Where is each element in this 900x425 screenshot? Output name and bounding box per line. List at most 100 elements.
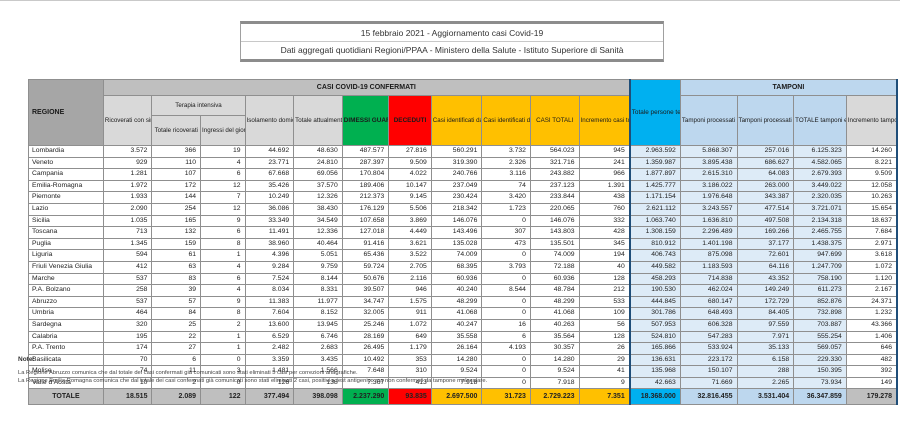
cell-casi_totali: 233.844 bbox=[529, 191, 580, 204]
cell-incremento_tamponi: 43.366 bbox=[845, 318, 898, 332]
cell-testate: 165.866 bbox=[628, 342, 681, 355]
cell-ricoverati: 320 bbox=[102, 318, 153, 332]
cell-tamponi_molecolare: 875.098 bbox=[679, 249, 738, 262]
cell-incremento_tamponi: 646 bbox=[845, 342, 898, 355]
region-name: P.A. Bolzano bbox=[28, 284, 104, 297]
cell-ti_totale: 132 bbox=[151, 226, 202, 239]
cell-ti_ingressi: 12 bbox=[200, 179, 246, 193]
cell-isolamento: 13.600 bbox=[244, 318, 295, 332]
cell-testate: 524.810 bbox=[628, 330, 681, 344]
notes-section: Note: La Regione Abruzzo comunica che da… bbox=[18, 356, 878, 385]
cell-tamponi_molecolare: 3.243.557 bbox=[679, 202, 738, 216]
cell-ti_totale: 11 bbox=[151, 365, 202, 378]
total-antigenico: 31.723 bbox=[481, 388, 531, 406]
cell-molecolare: 48.299 bbox=[430, 295, 483, 309]
cell-deceduti: 10.147 bbox=[388, 179, 432, 193]
cell-tamponi_antigenico: 64.083 bbox=[736, 168, 795, 181]
total-dimessi: 2.237.290 bbox=[341, 388, 390, 406]
total-tamponi_totale: 36.347.859 bbox=[793, 388, 847, 406]
total-ti_totale: 2.089 bbox=[151, 388, 202, 406]
cell-ti_totale: 83 bbox=[151, 272, 202, 286]
cell-casi_totali: 72.188 bbox=[529, 260, 580, 274]
cell-deceduti: 1.575 bbox=[388, 295, 432, 309]
cell-isolamento: 2.482 bbox=[244, 342, 295, 355]
cell-ricoverati: 3.572 bbox=[102, 145, 153, 158]
cell-isolamento: 23.771 bbox=[244, 156, 295, 170]
cell-casi_totali: 30.357 bbox=[529, 342, 580, 355]
cell-tamponi_totale: 2.465.755 bbox=[793, 226, 847, 239]
table-row: Veneto 929 110 4 23.771 24.810 287.397 9.509 319… bbox=[28, 156, 898, 170]
cell-molecolare: 218.342 bbox=[430, 202, 483, 216]
cell-casi_totali: 220.065 bbox=[529, 202, 580, 216]
cell-isolamento: 10.249 bbox=[244, 191, 295, 204]
cell-tamponi_antigenico: 149.249 bbox=[736, 284, 795, 297]
cell-incremento_casi: 966 bbox=[578, 168, 631, 181]
cell-incremento_tamponi: 24.371 bbox=[845, 295, 898, 309]
cell-deceduti: 4.449 bbox=[388, 226, 432, 239]
cell-incremento_tamponi: 1.072 bbox=[845, 260, 898, 274]
cell-molecolare: 240.766 bbox=[430, 168, 483, 181]
note-line-abruzzo: La Regione Abruzzo comunica che dal tota… bbox=[18, 370, 358, 376]
cell-incremento_casi: 533 bbox=[578, 295, 631, 309]
cell-antigenico: 4.193 bbox=[481, 342, 531, 355]
header-band-tamponi: TAMPONI bbox=[679, 79, 898, 96]
cell-tamponi_antigenico: 72.601 bbox=[736, 249, 795, 262]
cell-ricoverati: 412 bbox=[102, 260, 153, 274]
table-row: Toscana 713 132 6 11.491 12.336 127.018 4.449 14… bbox=[28, 226, 898, 239]
region-name: Lazio bbox=[28, 202, 104, 216]
header-casi-molecolare: Casi identificati da test molecolare bbox=[430, 95, 483, 146]
cell-incremento_tamponi: 12.058 bbox=[845, 179, 898, 193]
cell-molecolare: 237.049 bbox=[430, 179, 483, 193]
cell-deceduti: 911 bbox=[388, 307, 432, 320]
note-line-emilia: La Regione Emilia Romagna comunica che d… bbox=[18, 378, 488, 384]
cell-molecolare: 40.247 bbox=[430, 318, 483, 332]
cell-tamponi_totale: 611.273 bbox=[793, 284, 847, 297]
total-deceduti: 93.835 bbox=[388, 388, 432, 406]
region-name: Calabria bbox=[28, 330, 104, 344]
cell-antigenico: 6 bbox=[481, 330, 531, 344]
cell-ti_totale: 366 bbox=[151, 145, 202, 158]
cell-incremento_tamponi: 14.260 bbox=[845, 145, 898, 158]
cell-incremento_tamponi: 8.221 bbox=[845, 156, 898, 170]
cell-attualmente: 12.336 bbox=[293, 226, 343, 239]
cell-ti_totale: 144 bbox=[151, 191, 202, 204]
region-name: Veneto bbox=[28, 156, 104, 170]
cell-incremento_tamponi: 9.509 bbox=[845, 168, 898, 181]
cell-ricoverati: 2.090 bbox=[102, 202, 153, 216]
cell-casi_totali: 143.803 bbox=[529, 226, 580, 239]
cell-antigenico: 8.544 bbox=[481, 284, 531, 297]
cell-molecolare: 68.395 bbox=[430, 260, 483, 274]
cell-ti_ingressi: 7 bbox=[200, 191, 246, 204]
table-row: Marche 537 83 6 7.524 8.144 50.676 2.116 60.936 0… bbox=[28, 272, 898, 286]
cell-ti_totale: 254 bbox=[151, 202, 202, 216]
cell-tamponi_molecolare: 606.328 bbox=[679, 318, 738, 332]
region-name: Lombardia bbox=[28, 145, 104, 158]
cell-ti_ingressi: 6 bbox=[200, 272, 246, 286]
notes-title: Note: bbox=[18, 356, 35, 363]
table-row: Lombardia 3.572 366 19 44.692 48.630 487.577 27… bbox=[28, 145, 898, 158]
cell-casi_totali: 41.068 bbox=[529, 307, 580, 320]
header-tamponi-antigenico: Tamponi processati con test antigenico r… bbox=[736, 95, 795, 146]
cell-attualmente: 8.331 bbox=[293, 284, 343, 297]
cell-isolamento: 44.692 bbox=[244, 145, 295, 158]
cell-testate: 1.425.777 bbox=[628, 179, 681, 193]
total-tamponi_antigenico: 3.531.404 bbox=[736, 388, 795, 406]
cell-dimessi: 487.577 bbox=[341, 145, 390, 158]
cell-dimessi: 91.416 bbox=[341, 237, 390, 251]
cell-isolamento: 8.034 bbox=[244, 284, 295, 297]
cell-tamponi_totale: 6.125.323 bbox=[793, 145, 847, 158]
cell-testate: 449.582 bbox=[628, 260, 681, 274]
cell-testate: 406.743 bbox=[628, 249, 681, 262]
cell-deceduti: 27.816 bbox=[388, 145, 432, 158]
cell-deceduti: 3.869 bbox=[388, 214, 432, 228]
cell-testate: 1.359.987 bbox=[628, 156, 681, 170]
cell-tamponi_molecolare: 2.615.310 bbox=[679, 168, 738, 181]
page-subtitle: Dati aggregati quotidiani Regioni/PPAA -… bbox=[280, 45, 624, 55]
total-molecolare: 2.697.500 bbox=[430, 388, 483, 406]
total-tamponi_molecolare: 32.816.455 bbox=[679, 388, 738, 406]
cell-casi_totali: 243.882 bbox=[529, 168, 580, 181]
cell-attualmente: 8.144 bbox=[293, 272, 343, 286]
cell-ti_ingressi: 6 bbox=[200, 168, 246, 181]
page-title: 15 febbraio 2021 - Aggiornamento casi Co… bbox=[241, 24, 663, 42]
